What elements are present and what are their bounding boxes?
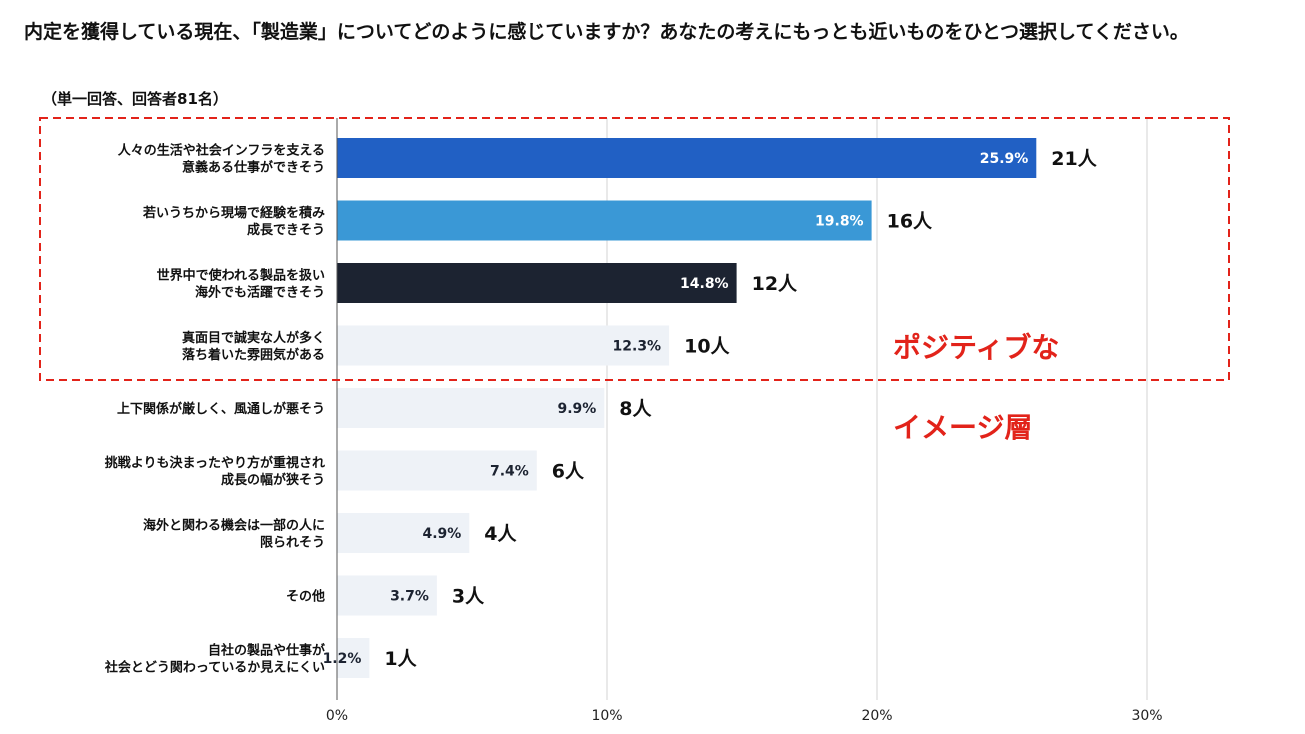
bar	[337, 388, 605, 428]
category-label: 真面目で誠実な人が多く	[182, 330, 325, 346]
category-label: 挑戦よりも決まったやり方が重視され	[105, 455, 325, 471]
count-label: 6人	[552, 461, 585, 483]
x-tick-label: 10%	[591, 708, 622, 724]
value-label: 7.4%	[490, 464, 529, 480]
bar	[337, 325, 670, 366]
category-label: 海外と関わる機会は一部の人に	[143, 518, 325, 534]
bar	[337, 263, 737, 303]
value-label: 1.2%	[323, 651, 362, 667]
bar	[337, 513, 470, 553]
count-label: 3人	[452, 586, 485, 608]
bar	[337, 575, 437, 616]
positive-image-callout: ポジティブな イメージ層	[893, 288, 1059, 488]
callout-line-2: イメージ層	[893, 411, 1033, 444]
value-label: 25.9%	[980, 151, 1029, 167]
x-tick-label: 20%	[861, 708, 892, 724]
value-label: 9.9%	[557, 401, 596, 417]
category-label: 成長の幅が狭そう	[221, 472, 325, 488]
value-label: 19.8%	[815, 214, 864, 230]
count-label: 16人	[887, 211, 933, 233]
category-label: 落ち着いた雰囲気がある	[182, 347, 325, 363]
value-label: 12.3%	[613, 339, 662, 355]
value-label: 4.9%	[422, 526, 461, 542]
count-label: 10人	[684, 336, 730, 358]
category-label: 成長できそう	[247, 222, 325, 238]
positive-group-highlight-box	[39, 117, 1230, 381]
category-label: 自社の製品や仕事が	[208, 643, 325, 659]
category-label: 海外でも活躍できそう	[195, 285, 325, 301]
chart-title: 内定を獲得している現在、「製造業」についてどのように感じていますか？あなたの考え…	[24, 21, 1189, 43]
count-label: 8人	[619, 398, 652, 420]
count-label: 21人	[1051, 148, 1097, 170]
count-label: 4人	[484, 523, 517, 545]
bar	[337, 638, 370, 678]
bar	[337, 138, 1037, 178]
value-label: 3.7%	[390, 589, 429, 605]
category-label: 世界中で使われる製品を扱い	[157, 268, 325, 284]
x-tick-label: 30%	[1131, 708, 1162, 724]
category-label: 上下関係が厳しく、風通しが悪そう	[117, 401, 325, 417]
category-label: 若いうちから現場で経験を積み	[142, 205, 325, 221]
category-label: 意義ある仕事ができそう	[182, 160, 325, 176]
chart-subtitle: （単一回答、回答者81名）	[42, 90, 228, 108]
category-label: 限られそう	[260, 536, 325, 551]
category-label: 人々の生活や社会インフラを支える	[118, 143, 325, 159]
category-label: 社会とどう関わっているか見えにくい	[104, 660, 325, 676]
count-label: 1人	[384, 648, 417, 670]
bar	[337, 200, 872, 241]
x-tick-label: 0%	[326, 708, 348, 724]
category-label: その他	[286, 589, 325, 605]
count-label: 12人	[752, 273, 798, 295]
value-label: 14.8%	[680, 276, 729, 292]
callout-line-1: ポジティブな	[893, 331, 1060, 364]
bar	[337, 450, 537, 491]
